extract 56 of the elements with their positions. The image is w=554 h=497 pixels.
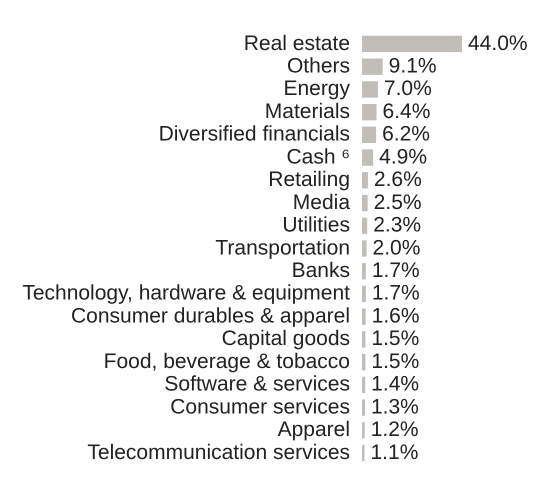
bar bbox=[362, 194, 368, 212]
data-label: 2.6% bbox=[374, 168, 422, 192]
y-tick-label: Banks bbox=[292, 259, 350, 282]
data-label: 44.0% bbox=[468, 32, 528, 55]
bar bbox=[362, 149, 374, 166]
y-tick-label: Consumer durables & apparel bbox=[71, 304, 350, 328]
bar bbox=[362, 399, 365, 416]
bar bbox=[362, 286, 366, 302]
data-label: 2.3% bbox=[373, 214, 422, 237]
y-tick-label: Utilities bbox=[282, 214, 350, 237]
bar bbox=[362, 81, 378, 98]
y-tick-label: Diversified financials bbox=[158, 122, 350, 146]
y-tick-label: Cash ⁶ bbox=[286, 145, 350, 168]
data-label: 1.3% bbox=[370, 395, 419, 418]
data-label: 1.5% bbox=[371, 327, 420, 350]
y-tick-label: Energy bbox=[283, 77, 350, 100]
bar bbox=[362, 172, 368, 189]
data-label: 1.4% bbox=[371, 372, 420, 396]
y-tick-label: Real estate bbox=[244, 32, 350, 55]
data-label: 6.4% bbox=[382, 100, 430, 123]
bar bbox=[362, 422, 365, 438]
y-tick-label: Materials bbox=[264, 100, 350, 123]
bar bbox=[362, 376, 366, 394]
y-tick-label: Media bbox=[292, 190, 350, 214]
bar bbox=[362, 36, 462, 52]
y-tick-label: Software & services bbox=[164, 372, 350, 396]
data-label: 1.1% bbox=[370, 440, 418, 464]
y-tick-label: Apparel bbox=[278, 418, 350, 442]
bar bbox=[362, 308, 366, 325]
data-label: 1.7% bbox=[372, 259, 420, 282]
y-tick-label: Transportation bbox=[215, 236, 350, 260]
y-tick-label: Capital goods bbox=[222, 327, 350, 350]
y-tick-label: Technology, hardware & equipment bbox=[22, 282, 350, 305]
data-label: 1.5% bbox=[371, 350, 420, 373]
bar bbox=[362, 263, 366, 280]
bar bbox=[362, 331, 366, 348]
data-label: 9.1% bbox=[388, 54, 437, 78]
bar bbox=[362, 240, 367, 257]
data-label: 1.2% bbox=[370, 418, 419, 442]
y-tick-label: Retailing bbox=[268, 168, 350, 192]
data-label: 4.9% bbox=[379, 145, 428, 168]
bar bbox=[362, 354, 366, 370]
bar bbox=[362, 218, 368, 234]
y-tick-label: Consumer services bbox=[170, 395, 350, 418]
data-label: 6.2% bbox=[382, 122, 430, 146]
data-label: 2.0% bbox=[372, 236, 420, 260]
bar bbox=[362, 126, 376, 144]
data-label: 1.6% bbox=[372, 304, 420, 328]
y-tick-label: Telecommunication services bbox=[87, 440, 350, 464]
bar bbox=[362, 104, 377, 120]
data-label: 1.7% bbox=[372, 282, 420, 305]
bar bbox=[362, 58, 383, 75]
y-tick-label: Others bbox=[286, 54, 350, 78]
y-tick-label: Food, beverage & tobacco bbox=[104, 350, 350, 373]
data-label: 7.0% bbox=[384, 77, 432, 100]
data-label: 2.5% bbox=[374, 190, 422, 214]
